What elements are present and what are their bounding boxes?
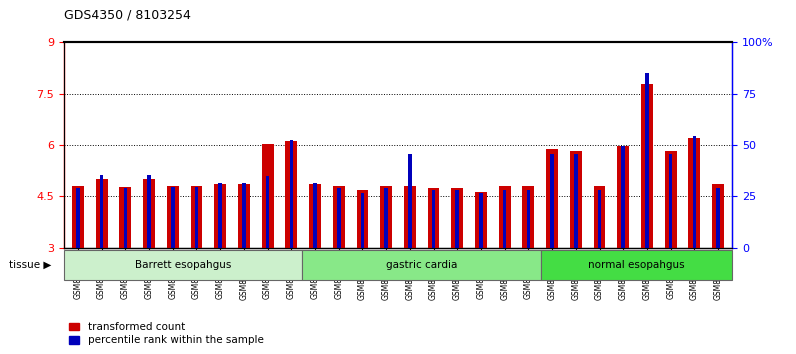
Bar [266,176,269,248]
Bar [594,186,606,248]
Bar [431,190,435,248]
Bar [214,184,226,248]
Bar [712,184,724,248]
Bar [218,183,222,248]
Bar [427,188,439,248]
Bar [404,185,416,248]
Text: GDS4350 / 8103254: GDS4350 / 8103254 [64,9,190,22]
Bar [574,154,578,248]
Bar [622,146,625,248]
Bar [286,141,297,248]
Bar [408,154,412,248]
Bar [290,140,293,248]
Legend: transformed count, percentile rank within the sample: transformed count, percentile rank withi… [69,322,263,345]
Bar [598,190,601,248]
Bar [147,175,150,248]
Bar [171,187,174,248]
Bar [550,154,554,248]
Bar [641,84,653,248]
Bar [100,175,103,248]
Bar [309,184,321,248]
Text: Barrett esopahgus: Barrett esopahgus [135,259,232,270]
Bar [357,190,369,248]
Bar [361,193,365,248]
Bar [143,179,155,248]
Bar [314,183,317,248]
Bar [262,144,274,248]
Text: gastric cardia: gastric cardia [386,259,458,270]
Bar [479,193,482,248]
Bar [238,184,250,248]
Bar [384,188,388,248]
Bar [522,186,534,248]
Bar [716,188,720,248]
Bar [689,138,700,248]
Bar [195,187,198,248]
Text: normal esopahgus: normal esopahgus [588,259,685,270]
Bar [646,73,649,248]
Bar [123,188,127,248]
Bar [503,190,506,248]
Bar [665,151,677,248]
Bar [333,186,345,248]
Bar [669,154,673,248]
Bar [527,190,530,248]
Text: tissue ▶: tissue ▶ [10,259,52,270]
Bar [72,185,84,248]
Bar [96,179,107,248]
Bar [242,183,246,248]
Bar [546,149,558,248]
Bar [455,190,459,248]
Bar [76,188,80,248]
Bar [380,186,392,248]
Bar [570,151,582,248]
Bar [119,187,131,248]
Bar [499,186,510,248]
Bar [693,136,696,248]
Bar [190,186,202,248]
Bar [451,188,463,248]
Bar [167,186,178,248]
Bar [618,146,629,248]
Bar [475,192,487,248]
Bar [337,188,341,248]
